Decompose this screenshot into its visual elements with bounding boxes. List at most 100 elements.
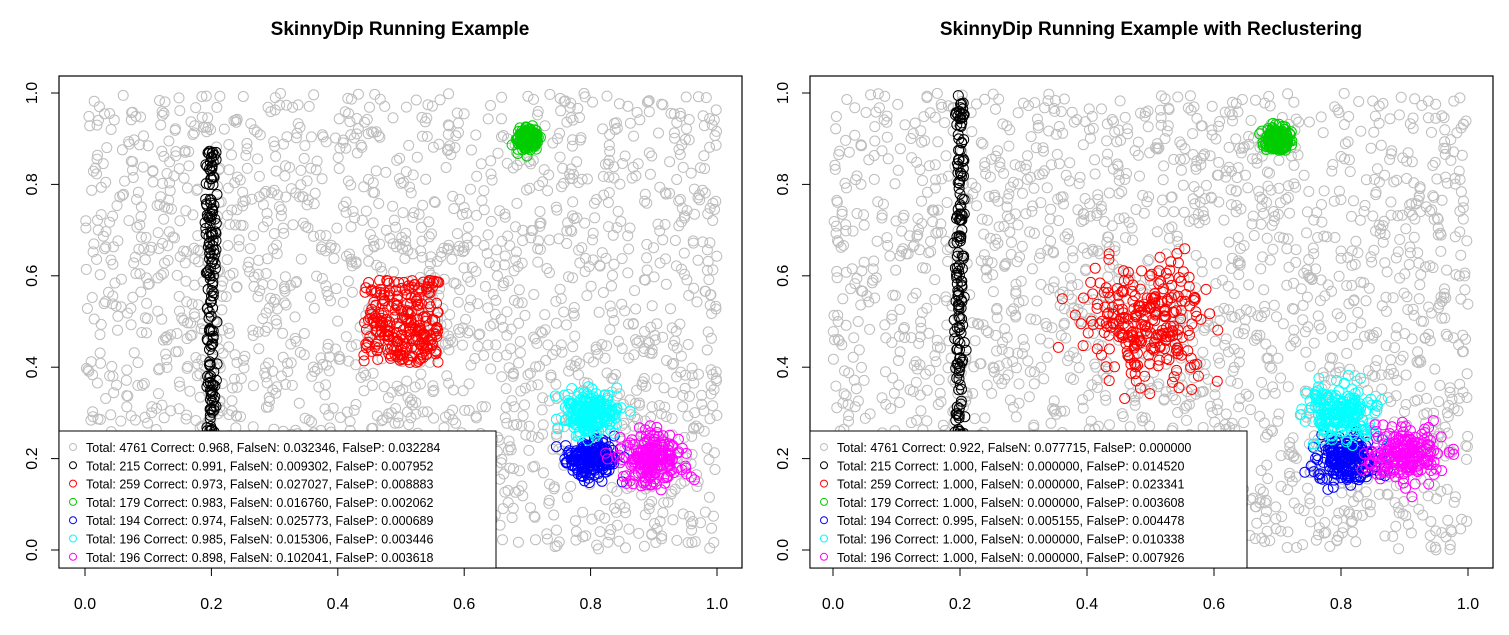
data-point	[599, 512, 611, 524]
data-point	[1113, 188, 1125, 200]
data-point	[160, 348, 172, 360]
data-point	[1335, 151, 1347, 162]
data-point	[494, 205, 506, 217]
data-point	[129, 251, 141, 263]
data-point	[670, 260, 682, 272]
data-point	[558, 459, 570, 471]
data-point	[689, 536, 701, 548]
data-point	[675, 478, 687, 490]
data-point	[458, 262, 470, 274]
data-point	[122, 307, 133, 319]
data-point	[466, 261, 478, 273]
data-point	[263, 391, 275, 403]
data-point	[97, 158, 109, 170]
data-point	[929, 274, 941, 286]
data-point	[1407, 112, 1419, 124]
data-point	[619, 305, 631, 317]
data-point	[486, 174, 498, 186]
x-tick-label: 1.0	[706, 596, 728, 613]
data-point	[539, 120, 551, 132]
data-point	[567, 196, 579, 208]
data-point	[662, 496, 674, 508]
data-point	[537, 392, 549, 404]
data-point	[174, 215, 186, 227]
data-point	[1072, 279, 1084, 290]
data-point	[534, 206, 546, 217]
data-point	[634, 114, 646, 126]
data-point	[511, 197, 523, 209]
data-point	[649, 334, 661, 346]
data-point	[472, 298, 483, 310]
data-point	[643, 337, 655, 349]
data-point	[158, 213, 170, 225]
data-point	[154, 363, 165, 374]
data-point	[350, 398, 362, 410]
data-point	[138, 130, 149, 142]
data-point	[848, 332, 860, 344]
data-point	[1303, 116, 1315, 128]
data-point	[877, 198, 889, 210]
data-point	[1261, 459, 1273, 471]
data-point	[565, 359, 577, 371]
data-point	[443, 409, 455, 420]
data-point	[245, 118, 257, 130]
data-point	[447, 190, 459, 202]
data-point	[261, 253, 273, 265]
data-point	[610, 117, 622, 129]
data-point	[641, 264, 653, 276]
data-point	[685, 518, 697, 530]
data-point	[229, 177, 241, 189]
data-point	[294, 346, 306, 358]
data-point	[516, 420, 527, 432]
data-point	[1243, 390, 1255, 402]
data-point	[704, 413, 716, 425]
data-point	[456, 209, 468, 220]
data-point	[645, 321, 657, 333]
data-point	[374, 238, 386, 250]
data-point	[231, 204, 243, 216]
data-point	[146, 241, 157, 253]
data-point	[1267, 381, 1279, 393]
data-point	[400, 235, 411, 247]
data-point	[115, 273, 127, 285]
data-point	[704, 141, 716, 153]
data-point	[364, 229, 376, 240]
data-point	[248, 230, 259, 242]
data-point	[1308, 337, 1320, 349]
data-point	[223, 139, 235, 150]
data-point	[362, 128, 374, 140]
data-point	[1268, 299, 1280, 311]
data-point	[666, 413, 678, 424]
data-point	[1258, 388, 1270, 400]
data-point	[391, 380, 403, 392]
data-point	[237, 186, 249, 198]
data-point	[1238, 417, 1250, 429]
data-point	[631, 106, 643, 118]
data-point	[116, 144, 128, 156]
data-point	[275, 204, 287, 216]
data-point	[843, 410, 855, 422]
data-point	[513, 357, 525, 369]
data-point	[512, 536, 524, 548]
data-point	[1004, 226, 1016, 238]
data-point	[1073, 362, 1085, 374]
data-point	[1254, 410, 1266, 422]
data-point	[554, 127, 566, 139]
data-point	[1032, 119, 1044, 131]
data-point	[560, 319, 572, 331]
data-point	[111, 379, 122, 391]
data-point	[1368, 126, 1380, 138]
data-point	[586, 513, 598, 525]
data-point	[512, 261, 524, 272]
data-point	[630, 303, 642, 315]
data-point	[94, 347, 106, 359]
data-point	[683, 114, 695, 125]
data-point	[87, 369, 99, 381]
data-point	[260, 371, 272, 383]
data-point	[1326, 285, 1337, 297]
data-point	[1403, 259, 1415, 270]
data-point	[500, 349, 512, 361]
data-point	[707, 264, 719, 276]
legend-entry: Total: 4761 Correct: 0.968, FalseN: 0.03…	[86, 441, 440, 455]
